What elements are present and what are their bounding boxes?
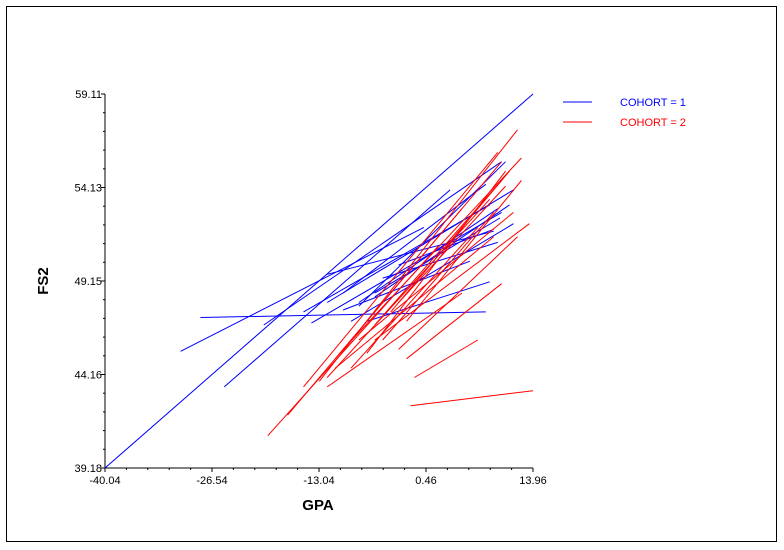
y-tick-label: 44.16	[74, 370, 102, 382]
tick-labels: 39.18 44.16 49.15 54.13 59.11 -40.04 -26.54 -13…	[74, 89, 546, 487]
series-group-1	[104, 93, 534, 469]
series-1-line	[263, 161, 502, 326]
series-1-line	[366, 281, 490, 322]
series-2-line	[406, 283, 502, 360]
series-2-line	[303, 152, 499, 388]
series-2-line	[334, 236, 495, 369]
legend-label-1: COHORT = 1	[620, 97, 686, 109]
series-1-line	[382, 241, 498, 279]
series-2-line	[374, 223, 530, 341]
series-1-line	[200, 311, 486, 318]
plot-lines	[104, 93, 534, 469]
series-1-line	[180, 226, 425, 352]
series-2-line	[342, 157, 522, 350]
x-tick-label: -26.54	[196, 475, 227, 487]
series-2-line	[410, 390, 534, 407]
series-1-line	[311, 211, 502, 324]
series-2-line	[382, 212, 495, 341]
series-2-line	[358, 212, 514, 341]
x-tick-label: -40.04	[89, 475, 120, 487]
series-1-line	[374, 217, 501, 294]
y-tick-label: 39.18	[74, 463, 102, 475]
legend-label-2: COHORT = 2	[620, 117, 686, 129]
series-2-line	[326, 292, 463, 388]
series-group-2	[267, 129, 534, 437]
y-axis-title: FS2	[35, 267, 52, 295]
series-2-line	[374, 180, 502, 326]
series-1-line	[358, 208, 498, 303]
series-2-line	[334, 161, 502, 360]
x-tick-label: 13.96	[519, 475, 547, 487]
x-tick-label: -13.04	[303, 475, 334, 487]
series-2-line	[390, 170, 510, 313]
x-tick-label: 0.46	[415, 475, 436, 487]
y-tick-label: 49.15	[74, 276, 102, 288]
y-tick-label: 59.11	[75, 89, 102, 101]
legend: COHORT = 1 COHORT = 2	[563, 97, 686, 129]
series-2-line	[326, 198, 491, 378]
series-1-line	[342, 183, 487, 294]
series-2-line	[398, 185, 506, 303]
x-axis-title: GPA	[302, 497, 334, 514]
series-2-line	[350, 227, 479, 369]
series-2-line	[398, 236, 518, 350]
ticks	[101, 93, 534, 472]
series-2-line	[414, 339, 479, 378]
series-2-line	[406, 180, 522, 322]
series-1-line	[350, 223, 514, 322]
y-tick-label: 54.13	[74, 183, 102, 195]
